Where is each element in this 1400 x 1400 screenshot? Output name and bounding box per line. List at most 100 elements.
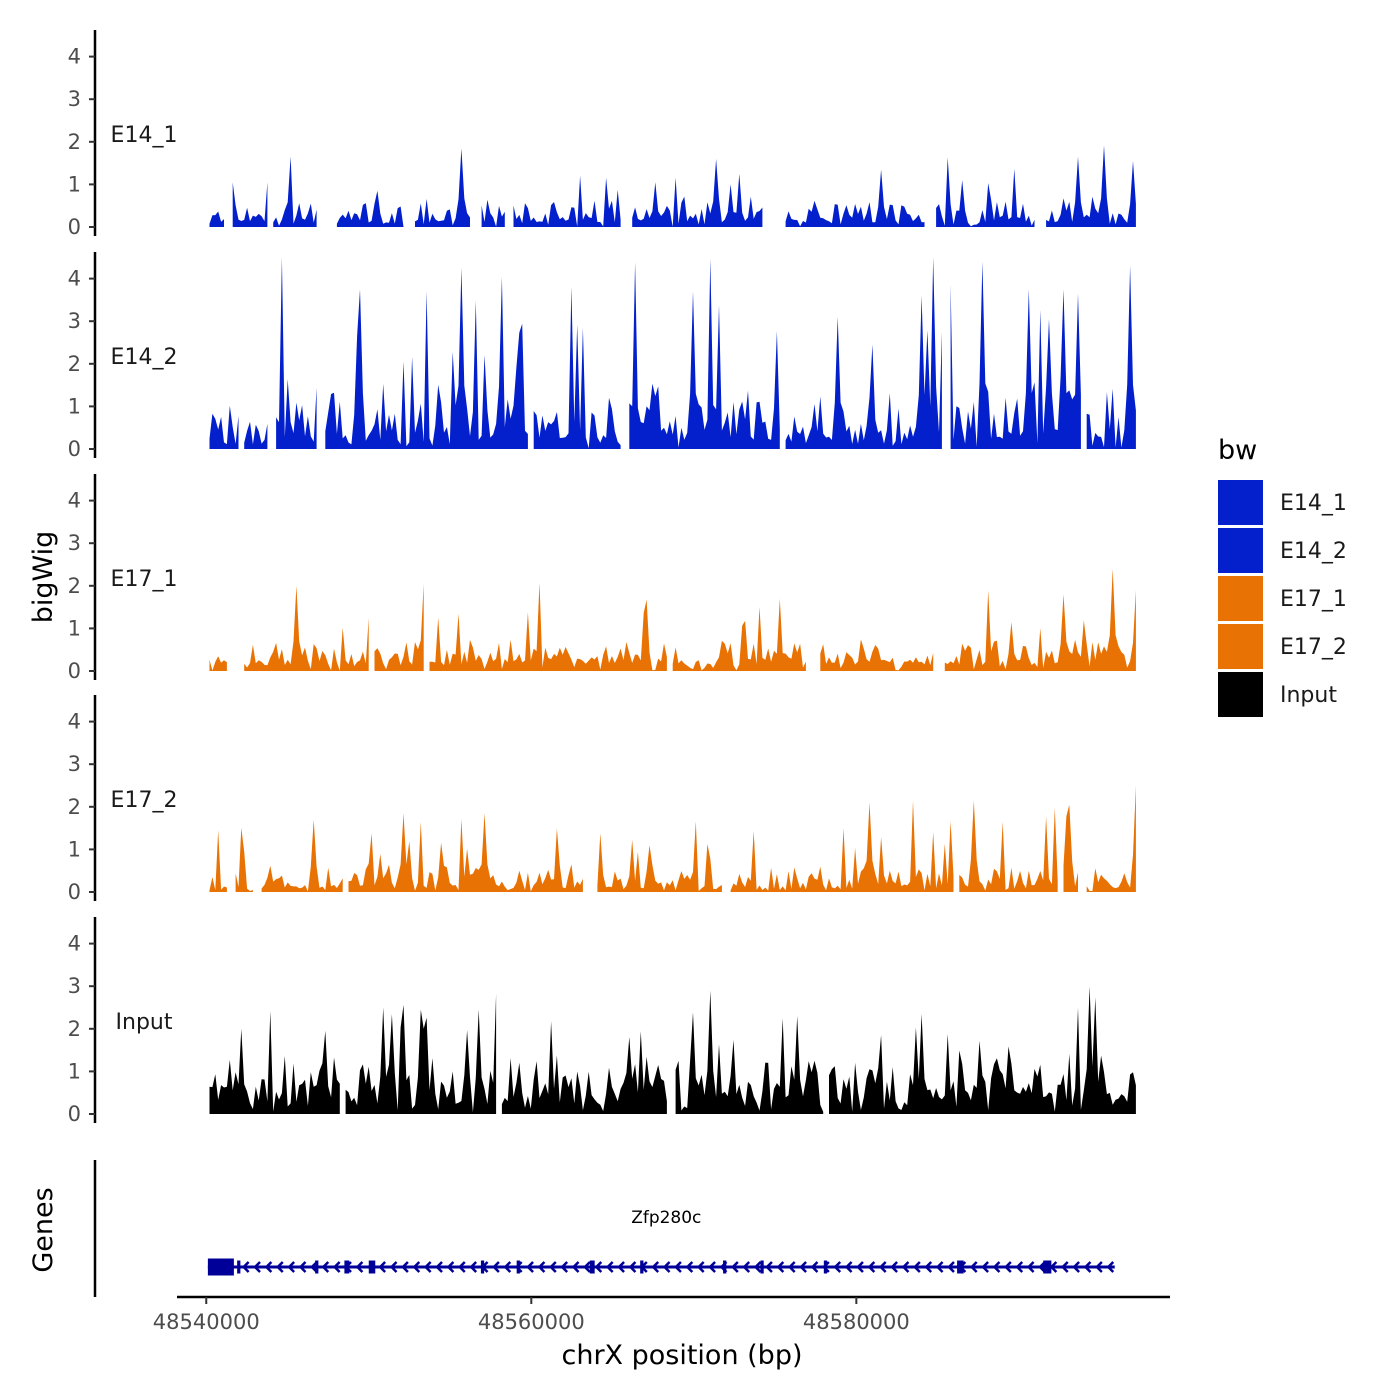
strand-arrow <box>901 1261 910 1273</box>
strand-arrow <box>1060 1261 1069 1273</box>
y-tick-label: 3 <box>68 87 81 111</box>
y-tick-label: 4 <box>68 710 81 734</box>
strand-arrow <box>1049 1261 1058 1273</box>
y-tick-label: 0 <box>68 880 81 904</box>
strand-arrow <box>696 1261 705 1273</box>
strand-arrow <box>389 1261 398 1273</box>
track-panel-E17_1: 0 1 2 3 4 E17_1 <box>68 474 1136 683</box>
x-axis-title: chrX position (bp) <box>561 1340 802 1371</box>
strand-arrow <box>810 1261 819 1273</box>
track-panel-Input: 0 1 2 3 4 Input <box>68 917 1136 1126</box>
strand-arrow <box>776 1261 785 1273</box>
signal-area-E17_2 <box>348 813 583 892</box>
strand-arrow <box>787 1261 796 1273</box>
signal-area-E17_2 <box>597 821 722 892</box>
signal-area-E14_1 <box>481 199 505 227</box>
strand-arrow <box>924 1261 933 1273</box>
signal-area-E14_2 <box>209 405 239 449</box>
gene-exon <box>640 1260 644 1274</box>
strand-arrow <box>583 1261 591 1273</box>
strand-arrow <box>492 1261 500 1273</box>
strand-arrow <box>594 1261 603 1273</box>
y-tick-label: 4 <box>68 932 81 956</box>
y-tick-label: 2 <box>68 574 81 598</box>
strand-arrow <box>731 1261 739 1273</box>
gene-exon <box>823 1260 828 1274</box>
legend-key-E17_2 <box>1218 624 1263 669</box>
y-tick-label: 0 <box>68 437 81 461</box>
strand-arrow <box>503 1261 512 1273</box>
strand-arrow <box>412 1261 421 1273</box>
signal-area-E14_2 <box>629 258 780 449</box>
signal-area-Input <box>209 1010 340 1114</box>
y-tick-label: 2 <box>68 1017 81 1041</box>
gene-model-Zfp280c: Zfp280c <box>207 1208 1115 1276</box>
y-tick-label: 1 <box>68 837 81 861</box>
signal-area-E14_1 <box>273 156 317 227</box>
strand-arrow <box>458 1261 466 1273</box>
strand-arrow <box>742 1261 751 1273</box>
track-label: E17_2 <box>111 788 178 813</box>
legend-title: bw <box>1218 435 1257 466</box>
legend: bw E14_1 E14_2 E17_1 E17_2 Input <box>1218 435 1347 717</box>
legend-key-E14_2 <box>1218 528 1263 573</box>
gene-exon <box>480 1260 485 1274</box>
strand-arrow <box>435 1261 443 1273</box>
signal-area-E17_2 <box>235 827 253 892</box>
strand-arrow <box>992 1261 1001 1273</box>
y-tick-label: 4 <box>68 45 81 69</box>
y-tick-label: 3 <box>68 531 81 555</box>
strand-arrow <box>856 1261 864 1273</box>
signal-area-E14_1 <box>415 148 470 227</box>
strand-arrow <box>878 1261 887 1273</box>
strand-arrow <box>549 1261 557 1273</box>
strand-arrow <box>935 1261 944 1273</box>
signal-area-E14_1 <box>1046 145 1136 227</box>
strand-arrow <box>253 1261 261 1273</box>
strand-arrow <box>765 1261 773 1273</box>
legend-label-E14_2: E14_2 <box>1280 539 1347 564</box>
strand-arrow <box>1026 1261 1035 1273</box>
signal-area-E14_1 <box>336 190 404 227</box>
y-tick-label: 1 <box>68 616 81 640</box>
x-tick-label: 48540000 <box>153 1310 260 1334</box>
signal-area-E17_2 <box>261 819 343 892</box>
x-tick-label: 48580000 <box>803 1310 910 1334</box>
signal-area-E14_1 <box>632 158 763 227</box>
track-label: E17_1 <box>111 567 178 592</box>
strand-arrow <box>867 1261 876 1273</box>
strand-arrow <box>1095 1261 1103 1273</box>
x-axis-ticks: 48540000 48560000 48580000 <box>153 1297 910 1334</box>
signal-area-E17_1 <box>374 583 424 671</box>
strand-arrow <box>913 1261 921 1273</box>
y-tick-label: 1 <box>68 1059 81 1083</box>
strand-arrow <box>969 1261 978 1273</box>
signal-area-E17_2 <box>1063 804 1078 892</box>
strand-arrow <box>685 1261 694 1273</box>
legend-label-E17_2: E17_2 <box>1280 635 1347 660</box>
signal-area-E17_1 <box>429 582 667 671</box>
strand-arrow <box>1004 1261 1012 1273</box>
signal-area-E17_1 <box>672 598 806 671</box>
genes-axis-title: Genes <box>28 1187 59 1272</box>
strand-arrow <box>708 1261 716 1273</box>
strand-arrow <box>981 1261 989 1273</box>
legend-key-E14_1 <box>1218 480 1263 525</box>
signal-area-Input <box>829 986 1136 1114</box>
signal-area-E14_2 <box>276 257 317 449</box>
strand-arrow <box>753 1261 762 1273</box>
signal-area-E17_2 <box>1086 785 1136 892</box>
strand-arrow <box>264 1261 273 1273</box>
strand-arrow <box>526 1261 534 1273</box>
y-tick-label: 2 <box>68 352 81 376</box>
gene-exon <box>516 1260 520 1274</box>
signal-area-E14_1 <box>936 157 1035 227</box>
signal-area-E17_1 <box>820 639 934 671</box>
signal-area-E14_2 <box>325 267 528 449</box>
strand-arrow <box>947 1261 955 1273</box>
strand-arrow <box>401 1261 409 1273</box>
y-tick-label: 0 <box>68 1102 81 1126</box>
signal-area-E17_1 <box>944 568 1136 671</box>
strand-arrow <box>651 1261 660 1273</box>
gene-exon <box>368 1260 376 1274</box>
